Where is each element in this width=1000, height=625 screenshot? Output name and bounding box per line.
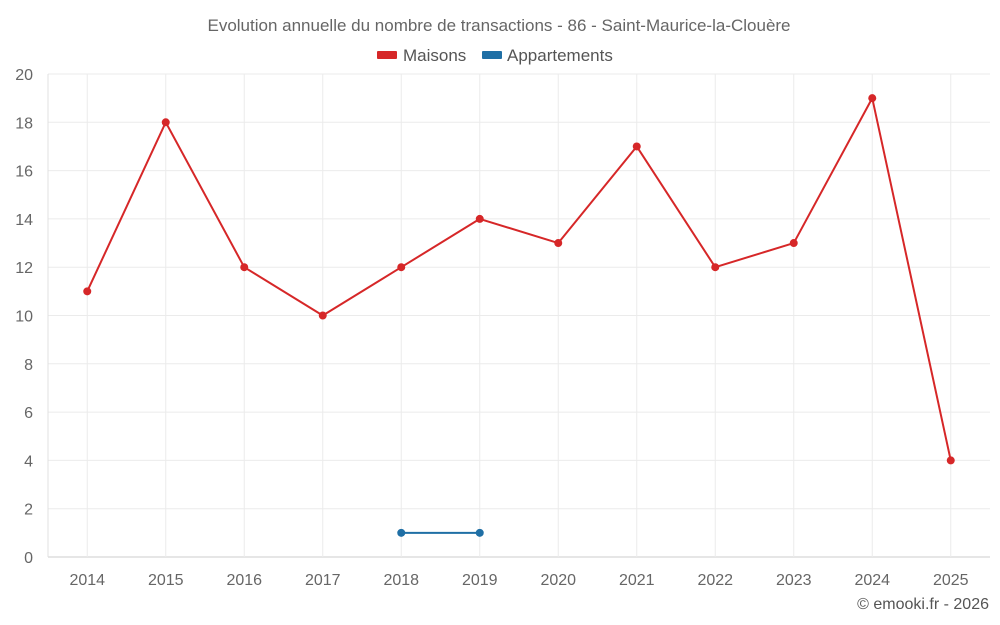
series-layer bbox=[83, 94, 955, 537]
x-axis: 2014 2015 2016 2017 2018 2019 2020 2021 2022 2023… bbox=[69, 572, 968, 589]
y-tick-label: 6 bbox=[24, 405, 33, 422]
x-tick-label: 2019 bbox=[462, 572, 498, 589]
data-point-maisons-2021[interactable] bbox=[632, 142, 641, 151]
series-maisons bbox=[83, 94, 955, 465]
legend-item-appartements[interactable]: Appartements bbox=[482, 46, 613, 65]
y-tick-label: 16 bbox=[15, 164, 33, 181]
legend: Maisons Appartements bbox=[377, 46, 613, 65]
y-tick-label: 14 bbox=[15, 212, 33, 229]
series-appartements bbox=[397, 528, 484, 537]
y-axis: 0 2 4 6 8 10 12 14 16 18 20 bbox=[15, 67, 33, 567]
x-tick-label: 2025 bbox=[933, 572, 969, 589]
data-point-maisons-2016[interactable] bbox=[240, 263, 249, 272]
x-tick-label: 2022 bbox=[697, 572, 733, 589]
legend-swatch-appartements bbox=[482, 51, 502, 59]
data-point-maisons-2019[interactable] bbox=[475, 214, 484, 223]
x-tick-label: 2017 bbox=[305, 572, 341, 589]
x-tick-label: 2021 bbox=[619, 572, 655, 589]
grid bbox=[47, 73, 990, 558]
y-tick-label: 20 bbox=[15, 67, 33, 84]
data-point-maisons-2025[interactable] bbox=[946, 456, 955, 465]
x-tick-label: 2016 bbox=[226, 572, 262, 589]
y-tick-label: 12 bbox=[15, 260, 33, 277]
data-point-maisons-2017[interactable] bbox=[318, 311, 327, 320]
credit-text: © emooki.fr - 2026 bbox=[857, 596, 989, 613]
data-point-maisons-2024[interactable] bbox=[868, 94, 877, 103]
y-tick-label: 4 bbox=[24, 453, 33, 470]
x-tick-label: 2018 bbox=[383, 572, 419, 589]
y-tick-label: 10 bbox=[15, 309, 33, 326]
x-tick-label: 2020 bbox=[540, 572, 576, 589]
y-tick-label: 8 bbox=[24, 357, 33, 374]
x-tick-label: 2014 bbox=[69, 572, 105, 589]
y-tick-label: 18 bbox=[15, 115, 33, 132]
legend-item-maisons[interactable]: Maisons bbox=[377, 46, 466, 65]
data-point-maisons-2020[interactable] bbox=[554, 239, 563, 248]
chart-title: Evolution annuelle du nombre de transact… bbox=[207, 16, 790, 35]
data-point-appartements-2018[interactable] bbox=[397, 528, 406, 537]
data-point-maisons-2018[interactable] bbox=[397, 263, 406, 272]
data-point-maisons-2014[interactable] bbox=[83, 287, 92, 296]
series-line-maisons bbox=[86, 97, 952, 461]
x-tick-label: 2024 bbox=[854, 572, 890, 589]
legend-label-maisons: Maisons bbox=[403, 46, 466, 65]
data-point-maisons-2015[interactable] bbox=[161, 118, 170, 127]
data-point-appartements-2019[interactable] bbox=[475, 528, 484, 537]
x-tick-label: 2023 bbox=[776, 572, 812, 589]
x-tick-label: 2015 bbox=[148, 572, 184, 589]
y-tick-label: 2 bbox=[24, 502, 33, 519]
legend-label-appartements: Appartements bbox=[507, 46, 613, 65]
y-tick-label: 0 bbox=[24, 550, 33, 567]
legend-swatch-maisons bbox=[377, 51, 397, 59]
data-point-maisons-2022[interactable] bbox=[711, 263, 720, 272]
data-point-maisons-2023[interactable] bbox=[789, 239, 798, 248]
